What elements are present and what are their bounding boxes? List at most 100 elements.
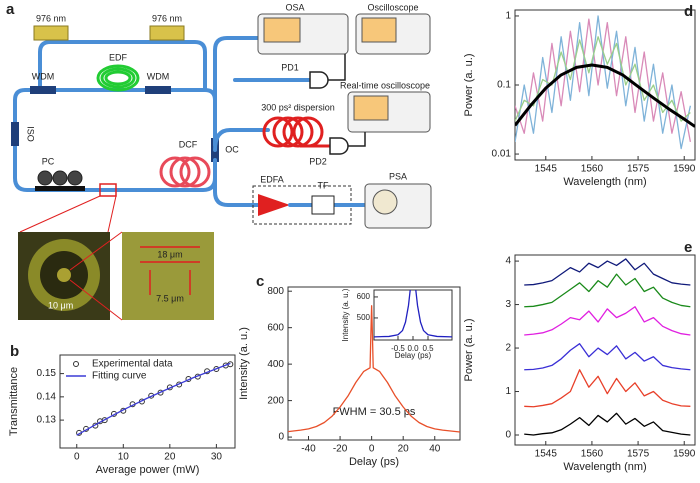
photodetector (329, 137, 349, 155)
tf-label: TF (318, 180, 329, 190)
y-tick-label: 0 (278, 432, 284, 443)
x-tick-label: 1560 (581, 449, 604, 460)
dcf-coil (159, 156, 211, 188)
pump-chip (149, 25, 185, 41)
scale-label: 18 μm (157, 249, 182, 259)
y-tick-label: 800 (267, 286, 284, 297)
osa-label: OSA (285, 2, 304, 12)
x-tick-label: -40 (301, 444, 316, 455)
pd2-label: PD2 (309, 156, 327, 166)
x-tick-label: -0.5 (391, 344, 405, 353)
data-line (524, 343, 691, 371)
data-line (524, 273, 691, 308)
y-tick-label: 2 (505, 343, 511, 354)
output-fiber (213, 36, 260, 147)
x-tick-label: -20 (333, 444, 348, 455)
x-axis-label: Delay (ps) (349, 456, 399, 468)
x-tick-label: 0 (74, 452, 80, 463)
wdm-label: WDM (147, 71, 170, 81)
data-point (213, 365, 220, 372)
x-tick-label: 0 (369, 444, 375, 455)
data-line (288, 305, 460, 433)
y-tick-label: 0.14 (37, 391, 57, 402)
screen (263, 17, 301, 43)
chart: 1545 1560 1575 1590 0 1 2 3 4 Wavelength (nm) Powe… (463, 239, 696, 473)
wdm-label: WDM (32, 71, 55, 81)
wdm (145, 86, 171, 94)
series-group (374, 290, 452, 338)
y-tick-label: 0.1 (497, 80, 511, 91)
legend-label: Experimental data (92, 359, 173, 370)
y-tick-label: 0.01 (492, 149, 512, 160)
x-tick-label: 1575 (627, 449, 650, 460)
output-fiber (213, 128, 270, 152)
series-group (76, 361, 234, 436)
y-axis-label: Intensity (a. u.) (341, 288, 350, 341)
x-axis-label: Wavelength (nm) (563, 176, 646, 188)
scale-bar (140, 246, 200, 295)
photodetector (309, 71, 329, 89)
data-line (524, 369, 691, 408)
dispersion-coil (262, 116, 324, 148)
panel-label: a (6, 1, 15, 18)
y-tick-label: 200 (267, 395, 284, 406)
annotation: FWHM = 30.5 ps (333, 406, 416, 418)
x-tick-label: 1590 (673, 449, 696, 460)
data-line (524, 306, 691, 336)
data-line (524, 412, 691, 436)
plot-area (514, 254, 696, 446)
y-tick-label: 4 (505, 256, 511, 267)
data-line (374, 290, 452, 338)
x-tick-label: 40 (429, 444, 441, 455)
x-tick-label: 30 (211, 452, 223, 463)
y-tick-label: 0.15 (37, 368, 57, 379)
x-tick-label: 1545 (535, 449, 558, 460)
edf-coil (96, 64, 140, 92)
polarization-controller (37, 170, 83, 186)
data-point (101, 417, 108, 424)
legend-label: Fitting curve (92, 371, 147, 382)
screen (361, 17, 397, 43)
edfa-label: EDFA (260, 174, 284, 184)
y-tick-label: 500 (357, 313, 371, 322)
panel-label: c (256, 273, 264, 290)
zoom-marker (99, 183, 117, 197)
y-axis-label: Power (a. u.) (463, 54, 475, 117)
isolator (11, 122, 19, 146)
data-line (515, 63, 695, 128)
cable (348, 132, 366, 147)
x-tick-label: 20 (164, 452, 176, 463)
wdm (30, 86, 56, 94)
y-axis-label: Transmittance (8, 367, 20, 436)
data-line (515, 36, 691, 122)
x-tick-label: 20 (398, 444, 410, 455)
y-axis-label: Intensity (a. u.) (238, 327, 250, 400)
y-tick-label: 0 (505, 430, 511, 441)
cable (328, 54, 346, 81)
setup-diagram: a 976 nm 976 nm EDF WDM WDM ISO OC PC DC… (6, 1, 432, 321)
psa-label: PSA (389, 171, 407, 181)
zoom-line (69, 231, 123, 321)
y-tick-label: 3 (505, 299, 511, 310)
pump-chip (33, 25, 69, 41)
y-axis-label: Power (a. u.) (463, 319, 475, 382)
fiber-core (57, 268, 71, 282)
pc-base (35, 186, 85, 191)
panel-label: e (684, 239, 692, 256)
x-tick-label: 1545 (535, 164, 558, 175)
data-line (524, 258, 691, 286)
zoom-line (19, 195, 117, 233)
x-tick-label: 1560 (581, 164, 604, 175)
scale-label: 10 μm (48, 300, 73, 310)
chart: 1545 1560 1575 1590 0.01 0.1 1 Wavelength (nm) P… (463, 3, 696, 188)
x-axis-label: Wavelength (nm) (563, 461, 646, 473)
plot-area (59, 354, 236, 449)
x-tick-label: 10 (118, 452, 130, 463)
series-group (288, 305, 460, 433)
y-tick-label: 400 (267, 359, 284, 370)
panel-label: d (684, 3, 693, 20)
scale-label: 7.5 μm (156, 293, 184, 303)
panel-label: b (10, 343, 19, 360)
oscilloscope-label: Oscilloscope (367, 2, 418, 12)
rt-oscilloscope-label: Real-time oscilloscope (340, 80, 430, 90)
